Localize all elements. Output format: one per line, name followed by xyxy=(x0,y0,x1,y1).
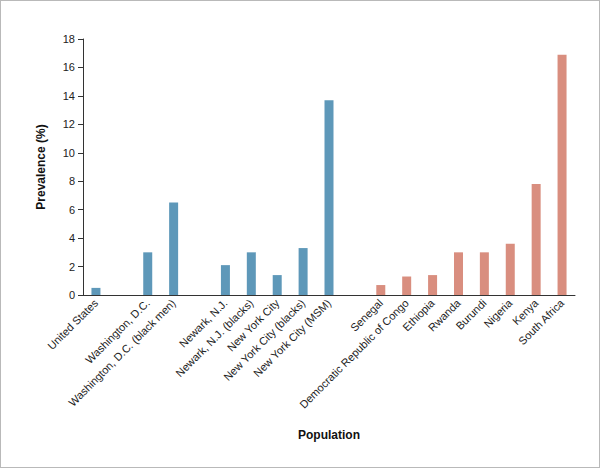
svg-text:2: 2 xyxy=(69,261,75,273)
svg-text:Washington, D.C. (black men): Washington, D.C. (black men) xyxy=(66,297,178,409)
svg-text:0: 0 xyxy=(69,289,75,301)
svg-text:New York City (blacks): New York City (blacks) xyxy=(221,296,308,383)
svg-text:18: 18 xyxy=(63,33,75,45)
svg-text:Rwanda: Rwanda xyxy=(425,296,463,334)
svg-text:Ethiopia: Ethiopia xyxy=(400,296,437,334)
svg-text:16: 16 xyxy=(63,61,75,73)
svg-text:Newark, N.J. (blacks): Newark, N.J. (blacks) xyxy=(173,296,256,379)
svg-text:10: 10 xyxy=(63,147,75,159)
svg-text:Population: Population xyxy=(298,428,360,442)
svg-text:South Africa: South Africa xyxy=(516,296,567,347)
svg-text:Nigeria: Nigeria xyxy=(481,296,515,330)
svg-text:Senegal: Senegal xyxy=(348,296,385,334)
svg-text:Burundi: Burundi xyxy=(453,297,488,332)
svg-text:United States: United States xyxy=(45,296,100,351)
svg-text:Prevalence (%): Prevalence (%) xyxy=(34,124,48,209)
svg-text:New York City (MSM): New York City (MSM) xyxy=(251,297,333,379)
svg-text:Newark, N.J.: Newark, N.J. xyxy=(176,296,230,350)
svg-text:14: 14 xyxy=(63,90,75,102)
svg-text:6: 6 xyxy=(69,204,75,216)
svg-text:Democratic Republic of Congo: Democratic Republic of Congo xyxy=(297,297,411,411)
svg-text:12: 12 xyxy=(63,118,75,130)
svg-text:8: 8 xyxy=(69,175,75,187)
svg-text:4: 4 xyxy=(69,232,75,244)
svg-text:Kenya: Kenya xyxy=(509,296,541,328)
